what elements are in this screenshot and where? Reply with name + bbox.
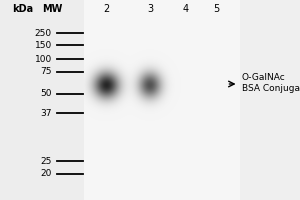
Text: BSA Conjugate: BSA Conjugate — [242, 84, 300, 93]
Text: 75: 75 — [40, 68, 52, 76]
Text: 25: 25 — [40, 156, 52, 166]
Text: O-GalNAc: O-GalNAc — [242, 73, 285, 82]
Text: 2: 2 — [103, 4, 109, 14]
Text: 20: 20 — [40, 170, 52, 178]
Text: 250: 250 — [35, 28, 52, 38]
Text: 150: 150 — [35, 40, 52, 49]
Text: 100: 100 — [35, 54, 52, 64]
Text: 3: 3 — [147, 4, 153, 14]
Text: kDa: kDa — [12, 4, 33, 14]
Text: MW: MW — [42, 4, 63, 14]
Text: 4: 4 — [183, 4, 189, 14]
Bar — [84, 4, 240, 196]
Text: 50: 50 — [40, 90, 52, 98]
Text: 37: 37 — [40, 108, 52, 117]
Text: 5: 5 — [213, 4, 219, 14]
Bar — [240, 4, 300, 196]
